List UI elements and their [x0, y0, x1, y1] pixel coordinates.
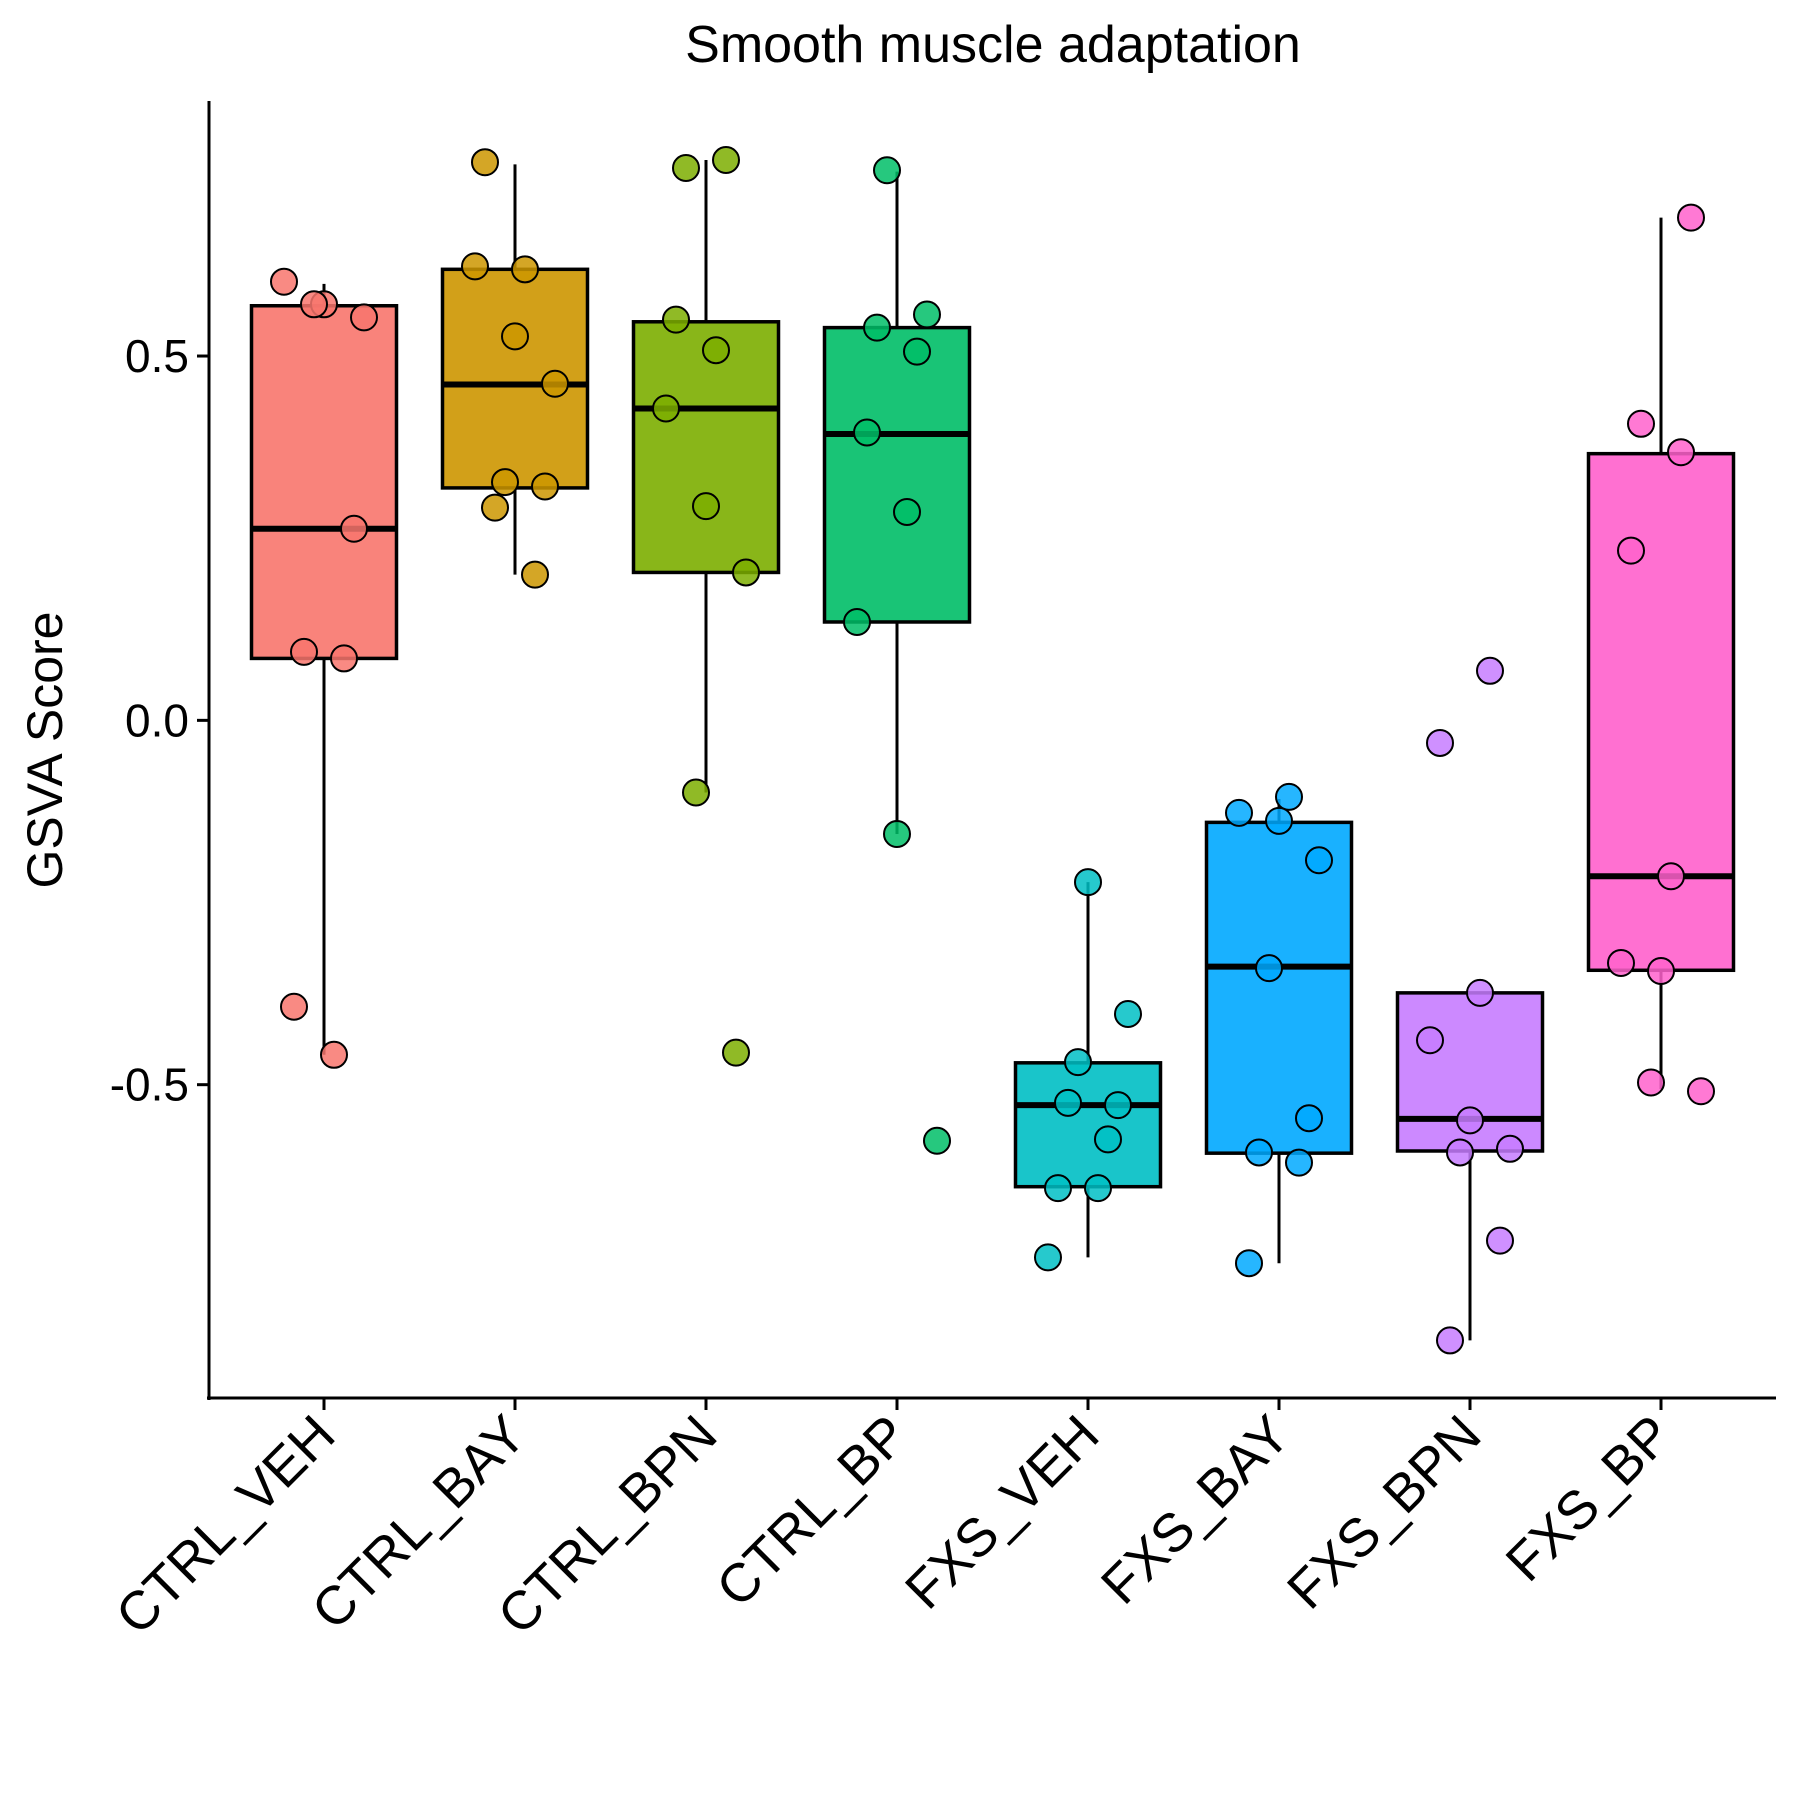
- point: [491, 468, 519, 497]
- point: [1476, 656, 1504, 685]
- point: [732, 558, 760, 587]
- point: [471, 148, 499, 177]
- point: [692, 492, 720, 521]
- point: [340, 514, 368, 543]
- point: [1617, 536, 1645, 565]
- point: [330, 644, 358, 673]
- point: [1074, 868, 1102, 897]
- point: [1114, 1000, 1142, 1029]
- point: [1285, 1148, 1313, 1177]
- box: [1204, 820, 1354, 1155]
- point: [1436, 1326, 1464, 1355]
- point: [873, 156, 901, 185]
- point: [913, 300, 941, 329]
- box: [1586, 451, 1736, 973]
- point: [923, 1126, 951, 1155]
- point: [1416, 1026, 1444, 1055]
- point: [1667, 438, 1695, 467]
- y-tick-label: 0.0: [125, 694, 189, 746]
- box: [1013, 1061, 1163, 1189]
- point: [1426, 728, 1454, 757]
- point: [1044, 1174, 1072, 1203]
- y-axis-label: GSVA Score: [17, 612, 73, 889]
- point: [1295, 1104, 1323, 1133]
- point: [1607, 948, 1635, 977]
- chart-title: Smooth muscle adaptation: [685, 16, 1301, 74]
- point: [722, 1038, 750, 1067]
- point: [672, 154, 700, 183]
- point: [280, 992, 308, 1021]
- box: [631, 320, 781, 575]
- point: [682, 778, 710, 807]
- point: [1627, 409, 1655, 438]
- point: [270, 267, 298, 296]
- point: [1687, 1077, 1715, 1106]
- point: [1094, 1125, 1122, 1154]
- point: [1245, 1138, 1273, 1167]
- point: [1275, 782, 1303, 811]
- box: [249, 304, 399, 661]
- point: [1486, 1226, 1514, 1255]
- point: [531, 472, 559, 501]
- point: [853, 418, 881, 447]
- point: [702, 336, 730, 365]
- point: [541, 369, 569, 398]
- point: [1235, 1249, 1263, 1278]
- point: [903, 337, 931, 366]
- point: [1084, 1174, 1112, 1203]
- point: [883, 820, 911, 849]
- point: [1104, 1091, 1132, 1120]
- point: [1305, 846, 1333, 875]
- point: [1456, 1106, 1484, 1135]
- point: [1255, 954, 1283, 983]
- point: [1265, 806, 1293, 835]
- point: [662, 305, 690, 334]
- point: [1657, 862, 1685, 891]
- point: [1637, 1068, 1665, 1097]
- point: [1034, 1243, 1062, 1272]
- point: [290, 637, 318, 666]
- point: [843, 607, 871, 636]
- point: [461, 252, 489, 281]
- point: [501, 322, 529, 351]
- point: [1446, 1138, 1474, 1167]
- y-tick-label: 0.5: [125, 330, 189, 382]
- point: [320, 1040, 348, 1069]
- point: [712, 146, 740, 175]
- point: [893, 497, 921, 526]
- point: [1496, 1134, 1524, 1163]
- point: [350, 303, 378, 332]
- point: [1466, 978, 1494, 1007]
- point: [652, 394, 680, 423]
- point: [863, 313, 891, 342]
- point: [521, 560, 549, 589]
- y-tick-label: -0.5: [110, 1059, 189, 1111]
- point: [1054, 1088, 1082, 1117]
- box: [822, 325, 972, 624]
- point: [300, 290, 328, 319]
- point: [1064, 1048, 1092, 1077]
- point: [1225, 798, 1253, 827]
- point: [1677, 203, 1705, 232]
- point: [481, 493, 509, 522]
- point: [1647, 957, 1675, 986]
- point: [511, 255, 539, 284]
